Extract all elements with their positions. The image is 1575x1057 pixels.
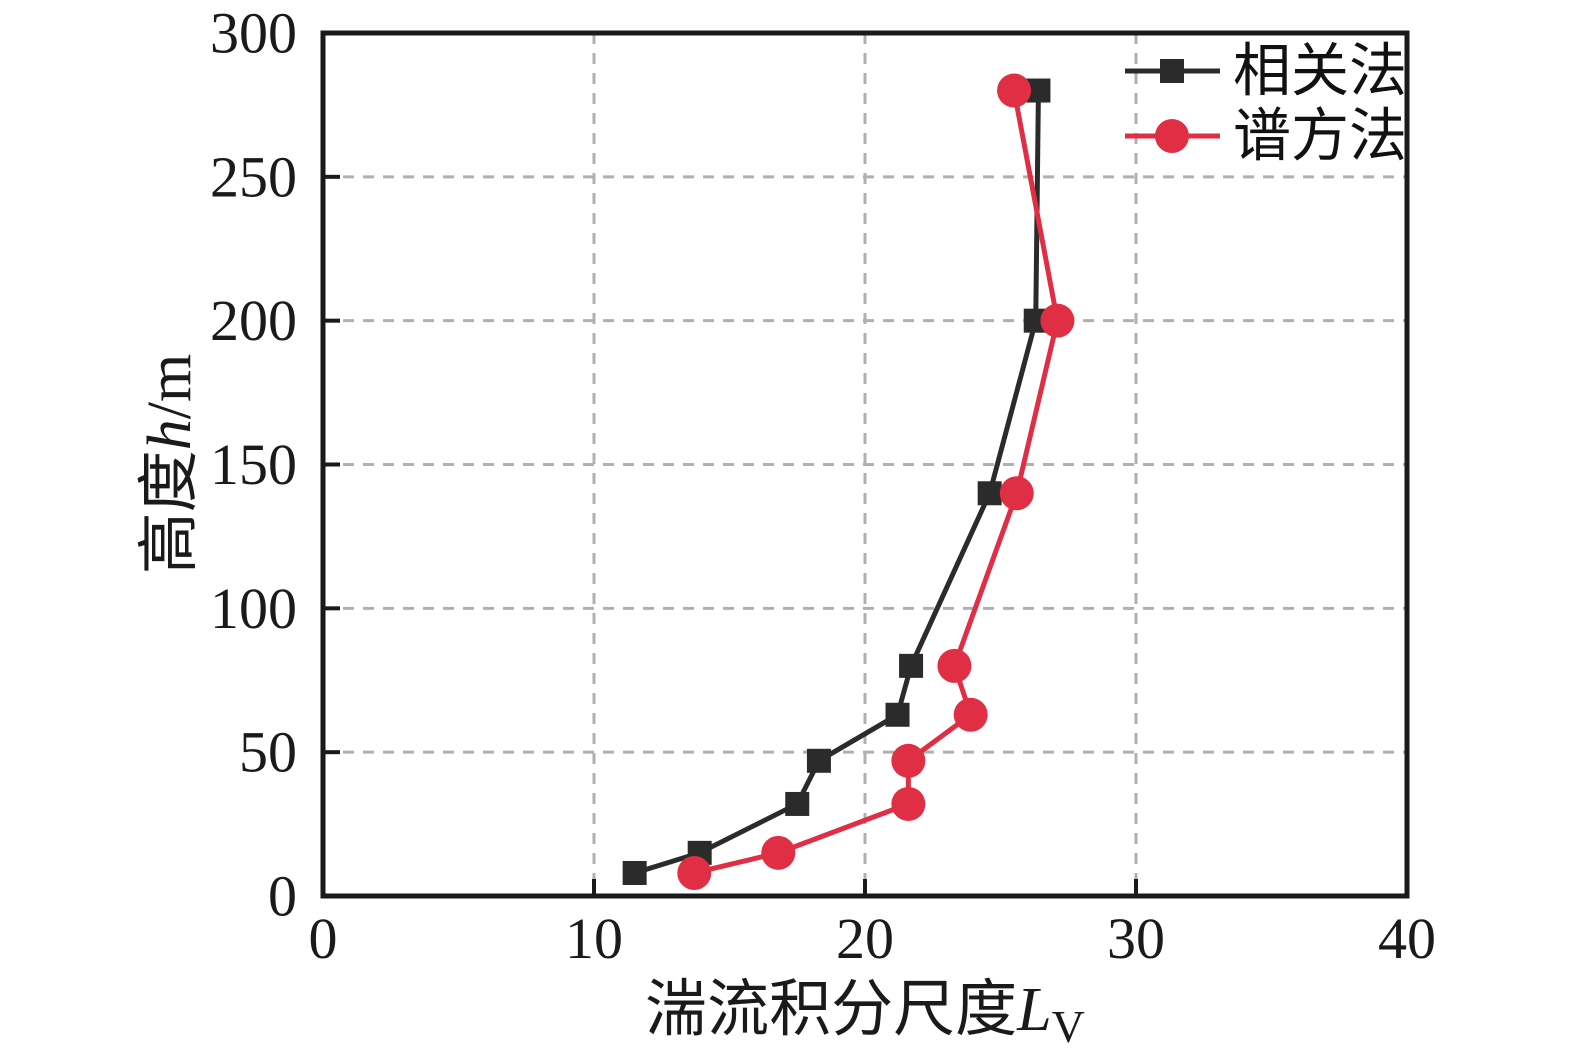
data-point-circle [677, 855, 712, 890]
axis-ticks [325, 174, 1138, 894]
y-tick-label: 250 [210, 144, 297, 209]
x-tick-label: 0 [309, 906, 338, 971]
y-tick-label: 50 [239, 720, 297, 785]
x-tick-labels: 0 10 20 30 40 [309, 906, 1437, 971]
data-point-circle [761, 835, 796, 870]
gridlines [323, 33, 1407, 896]
data-point-square [977, 481, 1002, 506]
x-tick-label: 30 [1107, 906, 1165, 971]
series-1 [677, 73, 1075, 890]
data-point-square [622, 860, 647, 885]
x-tick-label: 20 [836, 906, 894, 971]
data-series [622, 73, 1075, 890]
data-point-square [1160, 59, 1184, 83]
data-point-circle [997, 73, 1032, 108]
series-0 [622, 78, 1051, 885]
y-tick-label: 300 [210, 1, 297, 66]
x-tick-label: 40 [1378, 906, 1436, 971]
plot-frame [320, 30, 1410, 899]
y-axis-title: 高度h/m [136, 354, 204, 574]
data-point-circle [1155, 119, 1189, 153]
data-point-circle [891, 743, 926, 778]
y-tick-label: 0 [268, 864, 297, 929]
data-point-square [885, 702, 910, 727]
data-point-square [806, 748, 831, 773]
data-point-square [899, 653, 924, 678]
x-tick-label: 10 [565, 906, 623, 971]
legend-item: 谱方法 [1125, 104, 1407, 169]
data-point-circle [937, 648, 972, 683]
series-line [693, 90, 1060, 876]
y-tick-label: 100 [210, 576, 297, 641]
y-tick-labels: 0 50 100 150 200 250 300 [210, 1, 297, 929]
y-tick-label: 150 [210, 432, 297, 497]
y-tick-label: 200 [210, 288, 297, 353]
x-axis-title: 湍流积分尺度LV [645, 976, 1085, 1052]
data-point-circle [953, 697, 988, 732]
data-point-square [785, 791, 810, 816]
data-point-circle [999, 476, 1034, 511]
data-point-circle [1040, 303, 1075, 338]
legend-item: 相关法 [1125, 39, 1407, 104]
legend-label: 相关法 [1233, 39, 1407, 104]
legend-label: 谱方法 [1233, 104, 1407, 169]
data-point-circle [891, 786, 926, 821]
